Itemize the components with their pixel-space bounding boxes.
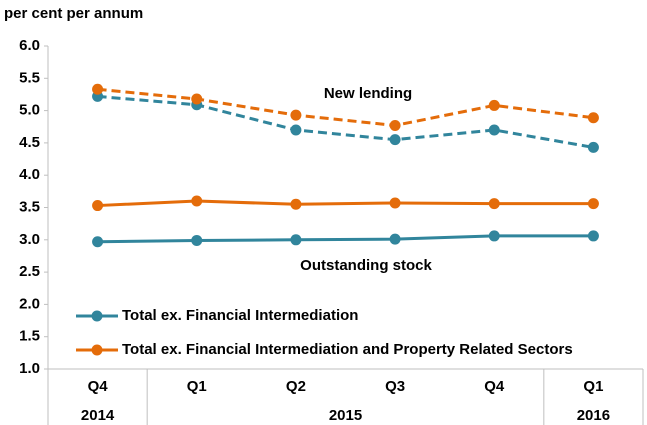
y-tick-label: 3.5	[19, 198, 40, 215]
legend-label: Total ex. Financial Intermediation and P…	[122, 341, 573, 358]
data-point	[587, 230, 599, 242]
data-point	[488, 198, 500, 210]
x-tick-label: Q1	[583, 378, 603, 395]
series-line	[97, 199, 594, 208]
data-point	[488, 230, 500, 242]
y-tick-label: 1.5	[19, 328, 40, 345]
x-tick-label: Q4	[88, 378, 109, 395]
legend-label: Total ex. Financial Intermediation	[122, 307, 358, 324]
annotation: New lending	[324, 85, 412, 102]
y-tick-label: 3.0	[19, 231, 40, 248]
data-point	[587, 141, 599, 153]
x-tick-label: Q2	[286, 378, 306, 395]
y-tick-label: 4.0	[19, 166, 40, 183]
x-tick-label: Q1	[187, 378, 207, 395]
data-point	[92, 83, 104, 95]
data-point	[191, 93, 203, 105]
data-point	[389, 233, 401, 245]
y-tick-label: 2.5	[19, 263, 40, 280]
y-tick-label: 4.5	[19, 134, 40, 151]
data-point	[488, 99, 500, 111]
series-line	[97, 94, 594, 149]
x-tick-label: Q4	[484, 378, 505, 395]
data-point	[290, 109, 302, 121]
data-point	[191, 234, 203, 246]
data-point	[389, 134, 401, 146]
annotation: Outstanding stock	[300, 257, 432, 274]
data-point	[389, 197, 401, 209]
data-point	[389, 119, 401, 131]
series-line	[97, 234, 594, 244]
y-tick-label: 5.5	[19, 69, 40, 86]
data-point	[587, 198, 599, 210]
data-point	[488, 124, 500, 136]
data-point	[92, 200, 104, 212]
x-tick-label: Q3	[385, 378, 405, 395]
x-group-label: 2016	[577, 407, 610, 424]
data-point	[290, 234, 302, 246]
y-tick-label: 2.0	[19, 295, 40, 312]
x-group-label: 2015	[329, 407, 362, 424]
data-point	[92, 236, 104, 248]
data-point	[290, 124, 302, 136]
y-axis-label: per cent per annum	[4, 5, 143, 22]
y-tick-label: 5.0	[19, 102, 40, 119]
data-point	[290, 198, 302, 210]
y-tick-label: 6.0	[19, 37, 40, 54]
legend-marker	[91, 310, 103, 322]
legend-marker	[91, 344, 103, 356]
y-tick-label: 1.0	[19, 360, 40, 377]
data-point	[191, 195, 203, 207]
data-point	[587, 112, 599, 124]
x-group-label: 2014	[81, 407, 115, 424]
